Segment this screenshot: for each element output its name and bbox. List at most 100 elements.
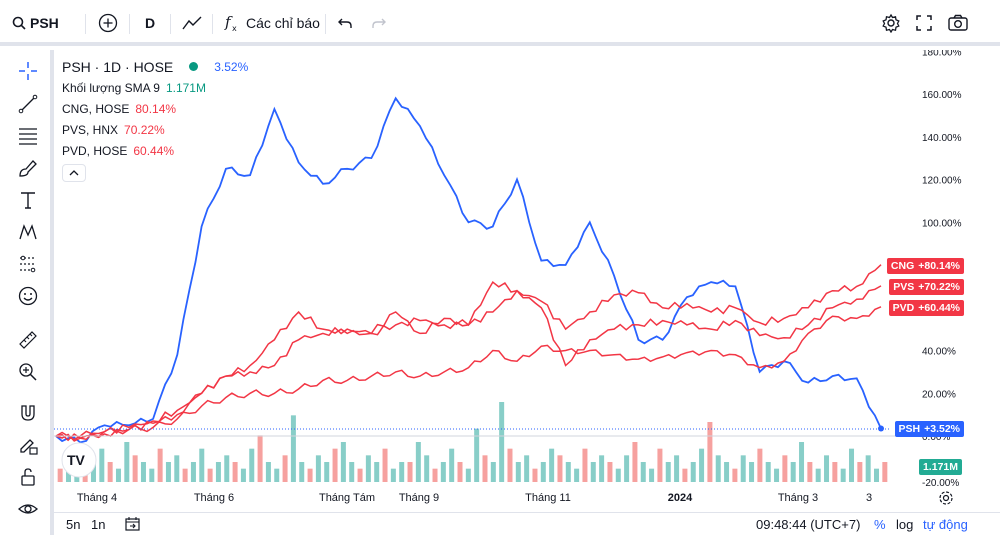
price-chart[interactable]: 180.00% 160.00% 140.00% 120.00% 100.00% 40.00… [54,50,1000,512]
volume-bar [549,448,555,482]
drawing-toolbar [0,50,54,535]
log-scale-toggle[interactable]: log [896,517,914,532]
tag-symbol: CNG [890,260,915,272]
undo-button[interactable] [337,10,353,36]
volume-bar [390,468,396,482]
volume-bar [457,462,463,482]
legend-volume-row[interactable]: Khối lượng SMA 9 1.171M [62,77,248,98]
legend-compare-row[interactable]: CNG, HOSE 80.14% [62,98,248,119]
volume-bar [799,442,805,482]
volume-bar [774,468,780,482]
volume-bar [232,462,238,482]
volume-bar [690,462,696,482]
lock-drawings-tool[interactable] [15,432,41,458]
volume-bar [357,468,363,482]
volume-tag: 1.171M [918,459,962,475]
svg-text:x: x [232,24,237,33]
volume-value: 1.171M [165,80,206,95]
range-1d-button[interactable]: 1n [91,517,106,532]
volume-bar [157,448,163,482]
fullscreen-button[interactable] [915,10,933,36]
volume-bar [665,462,671,482]
tag-value: +3.52% [924,423,960,435]
scale-settings-button[interactable] [938,490,954,511]
trend-line-tool[interactable] [15,91,41,117]
auto-scale-toggle[interactable]: tự động [923,517,968,532]
settings-button[interactable] [881,10,901,36]
volume-bar [90,462,96,482]
goto-date-button[interactable] [124,516,142,535]
compare-add-button[interactable] [97,10,119,36]
visibility-tool[interactable] [15,496,41,522]
volume-bar [349,462,355,482]
y-tick-label: 180.00% [922,50,962,58]
clock-time[interactable]: 09:48:44 (UTC+7) [756,517,861,532]
tradingview-logo[interactable]: TV [61,442,97,478]
y-tick-label: 160.00% [922,90,962,101]
series-last-point [878,425,884,432]
volume-bar [99,448,105,482]
volume-bar [324,462,330,482]
interval-button[interactable]: D [145,15,156,31]
volume-bar [640,462,646,482]
volume-bar [124,442,130,482]
measure-tool[interactable] [15,327,41,353]
volume-bar [249,448,255,482]
brush-tool[interactable] [15,155,41,181]
volume-bar [115,468,121,482]
volume-bar [507,448,513,482]
fib-tool[interactable] [15,123,41,149]
pattern-icon [19,224,37,240]
legend-compare-row[interactable]: PVS, HNX 70.22% [62,119,248,140]
text-tool[interactable] [15,187,41,213]
series-line-psh [55,96,882,444]
volume-bar [624,455,630,482]
magnet-tool[interactable] [15,400,41,426]
legend-collapse-button[interactable] [62,164,86,182]
series-line-pvs [55,285,882,442]
symbol-search[interactable]: PSH [12,10,59,36]
volume-bar [374,462,380,482]
volume-bar [165,462,171,482]
volume-bar [815,468,821,482]
y-tick-label: 20.00% [922,389,956,400]
emoji-tool[interactable] [15,283,41,309]
volume-bar [757,448,763,482]
zoom-tool[interactable] [15,359,41,385]
volume-bar [632,442,638,482]
volume-bar [707,422,713,482]
chart-type-button[interactable] [181,10,203,36]
redo-button[interactable] [371,10,387,36]
svg-text:TV: TV [67,452,86,468]
line-chart-icon [182,16,202,30]
volume-bar [315,455,321,482]
volume-bar [490,462,496,482]
volume-bar [174,455,180,482]
volume-bar [449,448,455,482]
volume-bar [782,455,788,482]
pattern-tool[interactable] [15,219,41,245]
range-5d-button[interactable]: 5n [66,517,81,532]
volume-bar [765,462,771,482]
volume-bar [132,455,138,482]
x-tick-label: Tháng 4 [77,492,117,504]
compare-label: PVD, HOSE [62,143,128,158]
crosshair-tool[interactable] [15,58,41,84]
snapshot-button[interactable] [947,10,969,36]
magnet-icon [21,405,35,421]
undo-icon [338,18,352,28]
volume-bar [474,428,480,482]
prediction-tool[interactable] [15,251,41,277]
percent-scale-toggle[interactable]: % [874,517,886,532]
volume-bar [532,468,538,482]
tag-symbol: PVS [893,281,915,293]
volume-bar [599,455,605,482]
search-icon [12,16,26,30]
compare-value: 70.22% [124,122,165,137]
volume-bar [432,468,438,482]
lock-tool[interactable] [15,464,41,490]
legend-compare-row[interactable]: PVD, HOSE 60.44% [62,140,248,161]
